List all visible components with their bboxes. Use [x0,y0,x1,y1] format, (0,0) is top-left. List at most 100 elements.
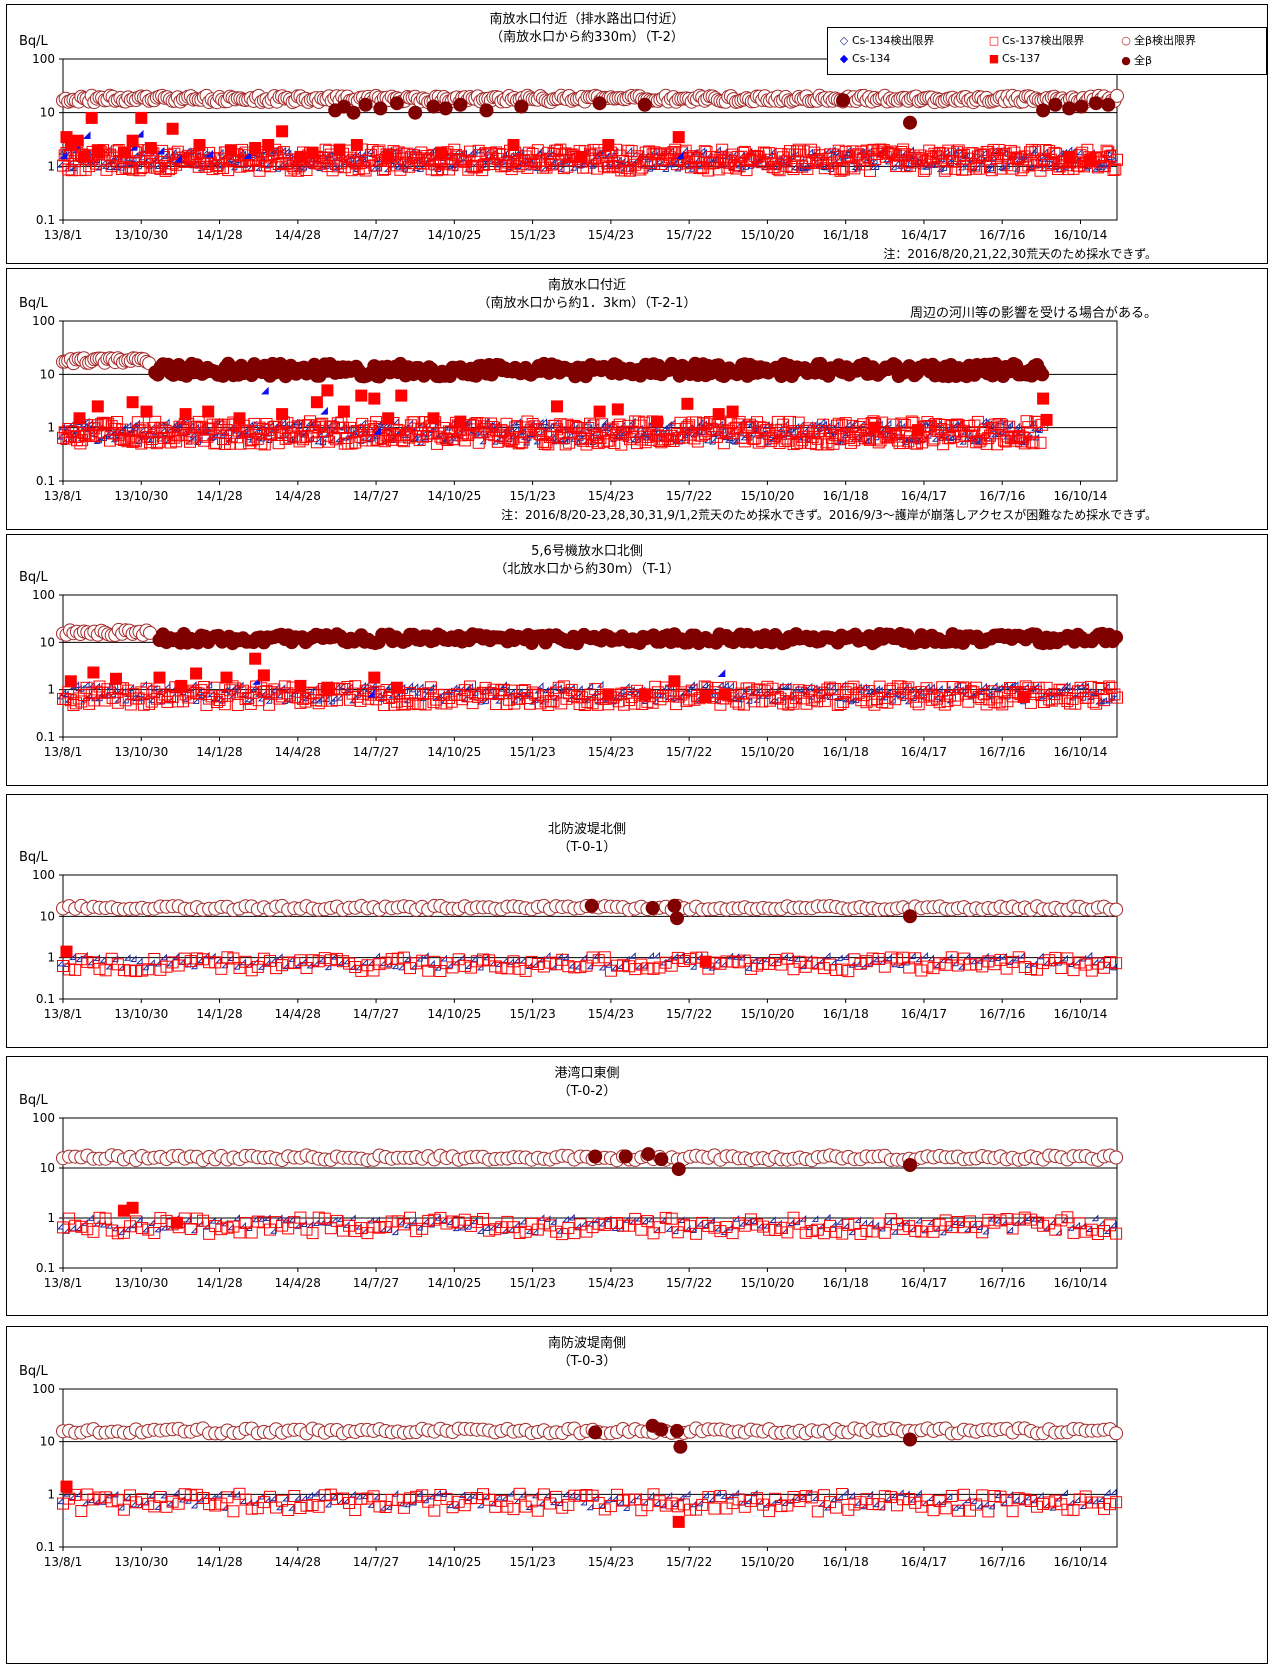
data-point-cs137 [1025,143,1038,156]
data-point-cs134 [749,429,756,437]
data-point-cs137 [486,421,499,433]
data-point-cs137 [330,952,343,965]
data-point-cs137 [716,143,729,156]
plot-area [62,320,1118,482]
y-tick-label: 0.1 [36,213,55,227]
data-point-cs137 [866,952,879,965]
legend: ◇ Cs-134検出限界 □ Cs-137検出限界 ○ 全β検出限界 ◆ Cs-134 ■ Cs-… [827,27,1267,75]
data-point-cs137 [1043,954,1056,967]
data-point-cs137 [542,438,555,451]
data-point-cs137 [817,962,830,975]
data-point-cs134 [574,962,581,970]
data-point-cs134 [82,131,91,140]
data-point-cs137 [563,436,576,449]
data-point-cs134 [440,954,448,962]
data-point-cs137 [836,963,849,976]
legend-marker-icon: ◇ [839,34,849,47]
data-point-cs134 [265,697,273,704]
y-tick-label: 1 [47,159,55,173]
data-point-cs137 [726,405,739,418]
data-point-cs134 [933,961,941,968]
data-point- [1036,103,1051,118]
x-tick-label: 16/4/17 [901,489,947,503]
data-point-cs137 [87,956,100,969]
data-point-cs137 [331,160,344,173]
data-point-cs137 [827,437,840,450]
data-point-cs134 [160,953,168,961]
x-tick-label: 15/7/22 [666,1007,712,1021]
data-point-cs134 [99,956,107,963]
legend-item: ■ Cs-137 [988,52,1041,65]
data-point-cs137 [368,671,381,684]
data-point-cs134 [142,963,149,971]
chart-svg: 5,6号機放水口北側（北放水口から約30m）（T-1）Bq/L1001010.1… [19,544,1124,759]
data-point-cs134 [382,685,390,693]
data-point-cs134 [722,161,730,169]
data-point-cs137 [267,421,280,434]
data-point-cs134 [823,952,831,959]
x-tick-label: 15/10/20 [740,1007,794,1021]
data-point-cs137 [454,415,467,428]
data-point-cs137 [714,957,727,970]
data-point-cs137 [684,428,697,441]
data-point-cs137 [1085,964,1098,977]
data-point-cs137 [77,150,90,163]
data-point-cs134 [373,427,381,435]
x-tick-label: 15/1/23 [509,745,555,759]
data-point-cs134 [675,151,684,160]
data-point-cs137 [57,960,69,972]
data-point-cs134 [205,149,214,158]
data-point-cs137 [87,666,100,679]
chart-title: 5,6号機放水口北側 [531,544,643,559]
data-point-cs137 [818,695,831,708]
data-point-cs137 [397,951,410,964]
data-point-cs137 [446,961,459,974]
data-point-cs137 [570,421,583,434]
data-point-cs134 [135,957,143,965]
data-point-cs134 [982,952,989,960]
data-point-cs137 [435,146,448,159]
data-point-cs137 [420,150,433,163]
data-point-cs137 [257,952,270,965]
data-point-cs137 [160,960,173,973]
x-tick-label: 16/1/18 [823,489,869,503]
data-point-cs137 [190,952,203,965]
data-point-cs137 [933,146,946,159]
data-point-cs137 [623,960,636,973]
data-point-cs137 [518,684,531,697]
data-point-cs137 [1063,150,1076,163]
data-point-cs137 [150,161,163,174]
data-point-cs134 [598,963,606,971]
data-point-cs137 [337,405,350,418]
data-point-cs137 [263,698,276,711]
data-point-cs137 [695,429,708,442]
data-point-cs137 [775,148,788,161]
data-point-cs134 [124,154,132,161]
data-point-cs137 [501,962,514,975]
data-point-cs134 [976,956,983,964]
data-point-cs137 [624,433,636,446]
data-point-cs137 [193,139,206,151]
data-point-cs134 [111,955,119,963]
data-point-cs134 [397,963,405,971]
data-point-cs137 [681,397,694,410]
data-point-cs137 [511,420,523,433]
data-point-cs137 [886,418,899,431]
x-tick-label: 13/10/30 [114,228,168,242]
x-tick-label: 16/10/14 [1054,745,1108,759]
data-point- [373,101,388,116]
data-point-cs137 [93,680,106,693]
x-tick-label: 14/10/25 [427,745,481,759]
data-point-cs134 [479,437,487,445]
data-point-cs137 [568,961,581,974]
data-point-cs137 [712,408,725,421]
data-point-cs134 [818,417,826,425]
data-point-cs137 [297,433,309,446]
data-point-cs137 [651,415,663,428]
legend-item: □ Cs-137検出限界 [988,32,1085,48]
data-point-cs137 [957,681,970,694]
data-point-cs137 [434,965,447,977]
data-point- [637,97,652,112]
y-axis-label: Bq/L [19,850,49,865]
